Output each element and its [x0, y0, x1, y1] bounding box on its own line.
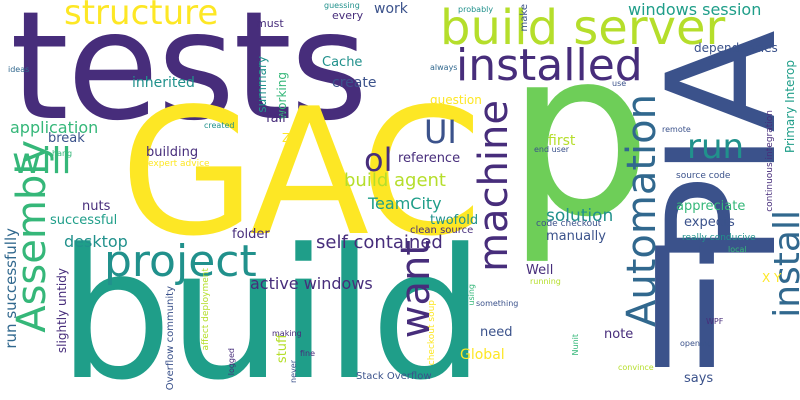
word-x-y: X Y [762, 271, 782, 285]
word-successful: successful [50, 213, 118, 228]
word-well: Well [526, 263, 554, 278]
word-nunit: Nunit [571, 334, 580, 356]
word-affect-deployment: affect deployment [201, 268, 211, 351]
word-twofold: twofold [430, 213, 479, 228]
word-hang: hang [52, 149, 73, 158]
word-build-server: build server [440, 0, 726, 56]
word-slightly-untidy: slightly untidy [55, 268, 69, 354]
word-reference: reference [398, 151, 461, 166]
word-ideas: ideas [8, 65, 30, 74]
word-primary-interop: Primary Interop [783, 60, 797, 154]
word-fine: fine [300, 349, 316, 358]
word-ol: ol [364, 141, 393, 179]
word-self-contained: self contained [316, 232, 443, 253]
word-fail: fail [266, 111, 286, 126]
word-build-agent: build agent [344, 170, 446, 191]
word-logged: logged [227, 348, 236, 376]
word-summary: summary [255, 56, 269, 113]
word-need: need [480, 325, 513, 340]
word-checkout-soup: checkout soup [427, 300, 437, 366]
word-really-conducive: really conducive [682, 233, 756, 243]
word-running: running [530, 277, 561, 286]
word-p: p [506, 1, 652, 268]
word-stuff: stuff [275, 334, 290, 364]
word-opening: opening [680, 339, 713, 348]
word-break: break [48, 131, 85, 146]
word-run: run [687, 127, 745, 167]
word-z: Z [282, 131, 291, 145]
word-dependencies: dependencies [694, 41, 778, 55]
word-automation: Automation [619, 94, 665, 327]
word-application: application [10, 118, 99, 137]
word-using: using [467, 284, 476, 306]
word-solution: solution [546, 206, 614, 226]
word-run-successfully: run successfully [2, 228, 20, 349]
word-end-user: end user [534, 145, 570, 154]
word-appreciate: appreciate [676, 199, 746, 214]
word-code-checkout: code checkout [536, 219, 602, 229]
word-active-windows: active windows [250, 274, 373, 293]
word-remote: remote [662, 125, 691, 134]
word-says: says [684, 371, 714, 386]
word-build: build [58, 211, 485, 400]
word-never: never [289, 360, 298, 383]
word-structure: structure [64, 0, 219, 33]
word-guessing: guessing [324, 1, 360, 10]
word-something: something [476, 299, 519, 308]
word-ui: UI [424, 113, 457, 151]
word-gac: GAC [120, 72, 482, 275]
word-must: must [256, 17, 284, 30]
word-note: note [604, 327, 634, 342]
word-stack-overflow: Stack Overflow [356, 371, 432, 382]
word-always: always [430, 63, 458, 72]
word-building: building [146, 145, 199, 160]
word-install: install [767, 210, 800, 318]
word-tests: tests [10, 0, 368, 154]
word-continuous-integration: continuous integration [765, 110, 775, 212]
word-first: first [548, 133, 576, 149]
word-machine: machine [471, 100, 517, 272]
word-wpf: WPF [706, 317, 724, 326]
word-folder: folder [232, 227, 270, 242]
word-windows-session: windows session [628, 0, 762, 19]
word-expects: expects [684, 215, 735, 230]
word-source-code: source code [676, 171, 731, 181]
word-li: li [640, 218, 729, 400]
word-overflow-community: Overflow community [165, 286, 176, 391]
word-probably: probably [458, 5, 494, 14]
word-global: Global [460, 347, 505, 363]
word-every: every [332, 9, 364, 22]
word-desktop: desktop [64, 232, 128, 251]
word-inherited: inherited [132, 75, 195, 91]
word-work: work [374, 1, 408, 17]
word-project: project [104, 236, 257, 287]
word-convince: convince [618, 363, 654, 372]
word-question: question [430, 93, 482, 107]
word-make: make [519, 4, 530, 32]
word-making: making [272, 329, 302, 338]
word-nuts: nuts [82, 199, 111, 214]
word-teamcity: TeamCity [368, 194, 442, 213]
word-created: created [204, 121, 235, 130]
word-manually: manually [546, 229, 606, 244]
word-installed: installed [456, 40, 643, 91]
word-cache: Cache [322, 55, 363, 70]
word-clean-source: clean source [410, 225, 474, 236]
word-use: use [612, 79, 627, 88]
word-will: will [12, 141, 72, 182]
word-expert-advice: expert advice [148, 159, 210, 169]
word-local: local [728, 245, 747, 254]
word-create: create [332, 75, 377, 91]
